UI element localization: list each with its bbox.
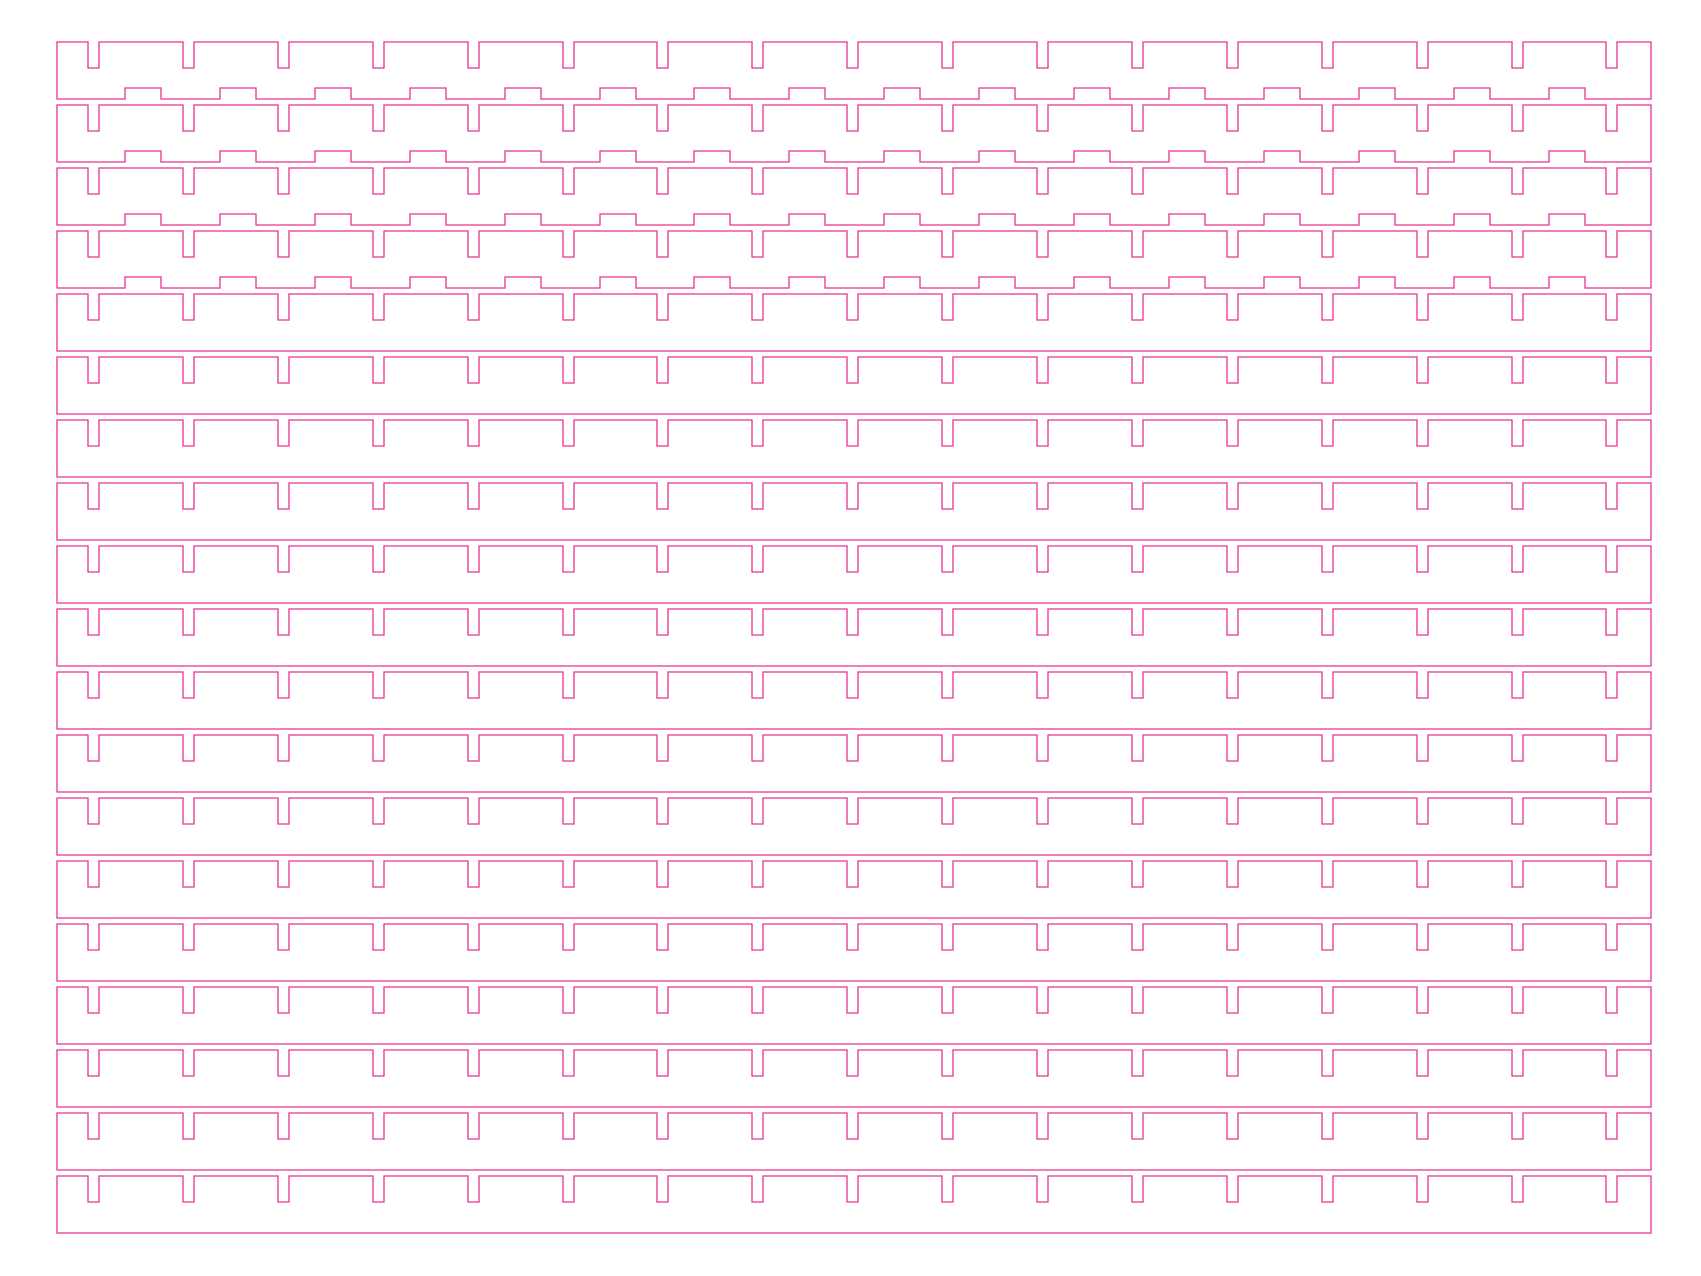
slotted-strip-outline: [56, 734, 1652, 793]
slotted-strip-outline: [56, 986, 1652, 1045]
slotted-strip-outline: [56, 419, 1652, 478]
slotted-strip-outline: [56, 356, 1652, 415]
slotted-strip-outline: [56, 860, 1652, 919]
slotted-strip-outline: [56, 797, 1652, 856]
slotted-strip-outline: [56, 1175, 1652, 1234]
slotted-strip-outline: [56, 1049, 1652, 1108]
tabbed-strip-outline: [56, 104, 1652, 163]
tabbed-strip-outline: [56, 41, 1652, 100]
slotted-strip-outline: [56, 923, 1652, 982]
strip-group: [56, 41, 1652, 1234]
slotted-strip-outline: [56, 608, 1652, 667]
tabbed-strip-outline: [56, 167, 1652, 226]
tabbed-strip-outline: [56, 230, 1652, 289]
slotted-strip-outline: [56, 671, 1652, 730]
slotted-strip-outline: [56, 545, 1652, 604]
slotted-strip-outline: [56, 482, 1652, 541]
slotted-strip-outline: [56, 1112, 1652, 1171]
slotted-strip-outline: [56, 293, 1652, 352]
